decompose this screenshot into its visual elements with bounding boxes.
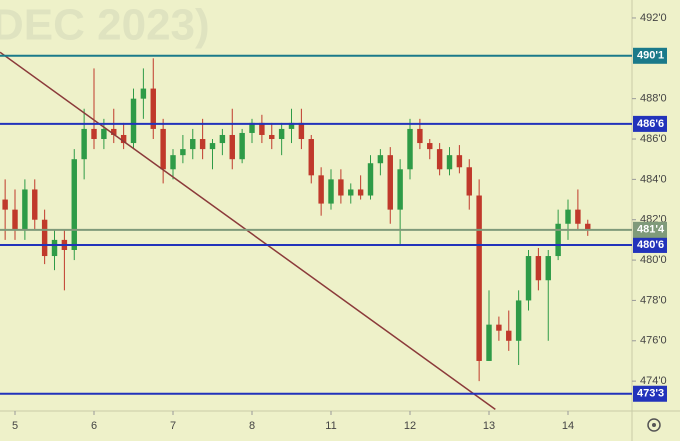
x-tick-label: 6 bbox=[91, 420, 97, 432]
candle-body bbox=[367, 163, 374, 196]
candle-body bbox=[130, 98, 137, 144]
gear-center[interactable] bbox=[652, 423, 656, 427]
candle-body bbox=[170, 155, 176, 170]
candle-body bbox=[140, 88, 147, 99]
candle-body bbox=[328, 179, 334, 204]
x-tick-label: 5 bbox=[12, 420, 18, 432]
candle-body bbox=[180, 149, 186, 156]
candle-body bbox=[417, 128, 423, 144]
y-tick-label: 474'0 bbox=[640, 375, 667, 387]
candle-body bbox=[120, 134, 127, 144]
candle-body bbox=[308, 139, 314, 176]
x-tick-label: 8 bbox=[249, 420, 255, 432]
candle-body bbox=[506, 330, 512, 341]
watermark: DEC 2023) bbox=[0, 1, 210, 50]
candle-body bbox=[229, 134, 235, 160]
candle-body bbox=[427, 143, 433, 150]
y-tick-label: 476'0 bbox=[640, 335, 667, 347]
candle-body bbox=[2, 199, 8, 210]
candle-body bbox=[278, 128, 285, 140]
y-tick-label: 486'0 bbox=[640, 133, 667, 145]
settings-button[interactable] bbox=[647, 418, 661, 432]
x-tick-label: 12 bbox=[404, 420, 416, 432]
price-level-box bbox=[633, 221, 667, 238]
y-tick-label: 492'0 bbox=[640, 12, 667, 24]
candle-body bbox=[51, 239, 58, 257]
candle-body bbox=[71, 159, 77, 250]
gear-icon[interactable] bbox=[647, 418, 661, 432]
price-level-label: 481'4 bbox=[637, 224, 665, 236]
candle-body bbox=[456, 155, 463, 168]
price-level-label: 490'1 bbox=[637, 50, 664, 62]
candle-body bbox=[199, 139, 206, 150]
y-tick-label: 478'0 bbox=[640, 294, 667, 306]
candle-body bbox=[555, 223, 561, 257]
candle-body bbox=[190, 139, 196, 150]
candle-body bbox=[496, 324, 502, 331]
price-level-label: 473'3 bbox=[637, 388, 664, 400]
price-level-label: 486'6 bbox=[637, 118, 664, 130]
candle-body bbox=[436, 149, 443, 170]
candle-body bbox=[565, 209, 571, 224]
candle-body bbox=[32, 189, 38, 220]
x-tick-label: 14 bbox=[562, 420, 574, 432]
price-level-label: 480'6 bbox=[637, 239, 664, 251]
candle-body bbox=[525, 256, 532, 301]
x-tick-label: 13 bbox=[483, 420, 495, 432]
y-tick-label: 484'0 bbox=[640, 173, 667, 185]
candle-body bbox=[269, 134, 275, 140]
price-level-box bbox=[633, 236, 667, 253]
candle-body bbox=[22, 189, 28, 230]
candle-body bbox=[288, 122, 295, 129]
trendline bbox=[0, 51, 496, 410]
y-tick-label: 488'0 bbox=[640, 93, 667, 105]
candle-body bbox=[407, 128, 413, 170]
candle-body bbox=[91, 128, 97, 140]
candle-body bbox=[515, 300, 522, 341]
candle-body bbox=[81, 128, 87, 160]
candle-body bbox=[160, 128, 166, 170]
candle-body bbox=[466, 167, 472, 196]
price-level-box bbox=[633, 385, 667, 402]
candle-body bbox=[41, 219, 48, 257]
candle-body bbox=[348, 189, 354, 196]
candle-body bbox=[209, 143, 216, 150]
candle-body bbox=[12, 209, 18, 230]
candle-body bbox=[259, 122, 265, 135]
candle-body bbox=[575, 209, 581, 224]
candle-body bbox=[377, 155, 384, 164]
candle-body bbox=[535, 256, 542, 281]
x-tick-label: 11 bbox=[325, 420, 336, 432]
candle-body bbox=[476, 195, 482, 361]
candle-body bbox=[111, 128, 117, 135]
candle-body bbox=[357, 189, 364, 196]
x-tick-label: 7 bbox=[170, 420, 176, 432]
candle-body bbox=[318, 175, 324, 204]
candle-body bbox=[545, 256, 551, 281]
candle-body bbox=[150, 88, 156, 129]
y-tick-label: 480'0 bbox=[640, 254, 667, 266]
candle-body bbox=[249, 122, 255, 133]
candle-body bbox=[486, 324, 492, 361]
candle-body bbox=[397, 169, 403, 210]
candle-body bbox=[298, 122, 305, 140]
price-level-box bbox=[633, 115, 667, 132]
candle-body bbox=[585, 223, 591, 230]
candle-body bbox=[387, 155, 393, 210]
candle-body bbox=[338, 179, 344, 196]
candle-body bbox=[101, 128, 107, 140]
candle-body bbox=[446, 155, 453, 170]
candle-body bbox=[219, 134, 226, 144]
price-level-box bbox=[633, 47, 667, 64]
candle-body bbox=[239, 132, 245, 160]
